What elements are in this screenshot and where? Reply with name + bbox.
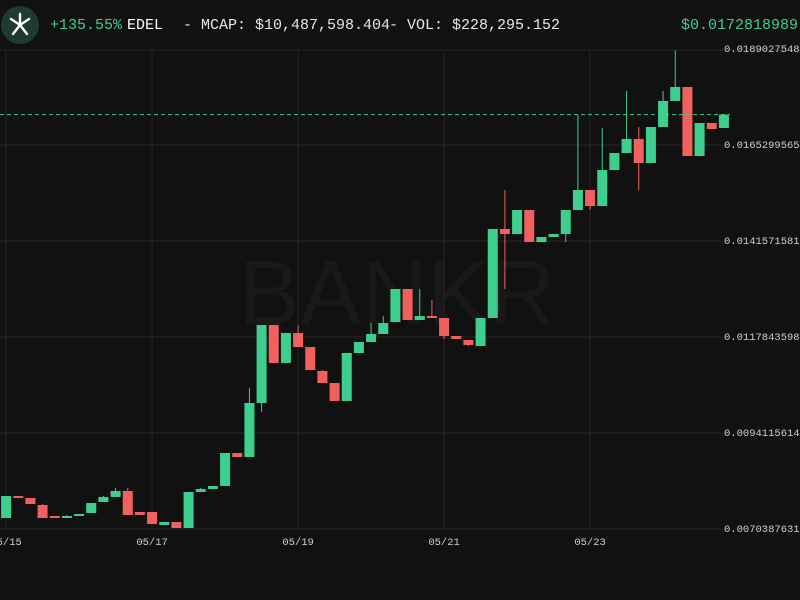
candle-body — [122, 490, 133, 515]
candle-body — [293, 333, 304, 348]
x-tick-label: 05/17 — [136, 537, 168, 549]
candle-body — [74, 513, 85, 517]
candle-body — [682, 86, 693, 157]
candle-body — [439, 317, 450, 337]
candle-body — [670, 86, 681, 101]
candle-body — [147, 511, 158, 525]
y-tick-label: 0.0165299565 — [724, 140, 800, 152]
candle-body — [159, 521, 170, 525]
candle-body — [706, 122, 717, 130]
candle-body — [25, 497, 36, 504]
header-bar — [0, 0, 800, 50]
candle-body — [244, 403, 255, 458]
candle-body — [512, 210, 523, 235]
candle-body — [451, 336, 462, 339]
candle-body — [317, 370, 328, 384]
candle-body — [134, 511, 145, 515]
candle-body — [232, 453, 243, 458]
y-tick-label: 0.0189027548 — [724, 44, 800, 56]
candle-body — [207, 485, 218, 490]
candle-body — [475, 317, 486, 346]
candle-body — [329, 383, 340, 401]
candle-body — [37, 504, 48, 518]
plot — [0, 48, 730, 529]
candle-body — [414, 316, 425, 320]
y-tick-label: 0.0094115614 — [724, 428, 800, 440]
market-cap: - MCAP: $10,487,598.404 — [183, 17, 390, 34]
candle-body — [98, 496, 109, 503]
candle-body — [390, 288, 401, 323]
candle-body — [572, 189, 583, 211]
candle-body — [49, 516, 60, 518]
current-price: $0.0172818989 — [681, 17, 798, 34]
candle-body — [378, 323, 389, 334]
candle-body — [499, 228, 510, 235]
candle-body — [183, 492, 194, 529]
candle-body — [633, 139, 644, 164]
candle-body — [171, 521, 182, 529]
candle-body — [658, 100, 669, 127]
candle-body — [220, 453, 231, 486]
candle-body — [86, 503, 97, 514]
candle-body — [61, 516, 72, 518]
candle-body — [280, 333, 291, 363]
candle-body — [645, 126, 656, 164]
candle-body — [268, 324, 279, 363]
candle-body — [353, 341, 364, 353]
candle-body — [560, 210, 571, 235]
candle-body — [110, 490, 121, 497]
price-change: +135.55% — [50, 17, 123, 34]
candle-body — [305, 347, 316, 370]
candle-body — [195, 489, 206, 493]
candle-body — [402, 288, 413, 320]
candle-body — [585, 189, 596, 207]
candle-body — [524, 210, 535, 243]
candle-body — [341, 352, 352, 401]
y-tick-label: 0.0117843598 — [724, 332, 800, 344]
candle-body — [548, 234, 559, 238]
candle-body — [694, 122, 705, 157]
candle-body — [609, 153, 620, 171]
x-tick-label: 05/15 — [0, 537, 22, 549]
candle-body — [366, 333, 377, 342]
candle-body — [1, 496, 12, 518]
logo[interactable] — [1, 6, 39, 44]
candle-body — [718, 114, 729, 129]
candle-body — [487, 228, 498, 318]
x-tick-label: 05/19 — [282, 537, 314, 549]
candle-body — [536, 237, 547, 243]
x-tick-label: 05/21 — [428, 537, 460, 549]
candle-body — [256, 324, 267, 404]
candle-body — [621, 139, 632, 154]
candle-body — [13, 496, 24, 498]
candle-body — [463, 340, 474, 345]
candle-body — [597, 170, 608, 207]
volume: - VOL: $228,295.152 — [389, 17, 560, 34]
y-tick-label: 0.0141571581 — [724, 236, 800, 248]
y-tick-label: 0.0070387631 — [724, 524, 800, 536]
candle-body — [426, 316, 437, 318]
x-tick-label: 05/23 — [574, 537, 606, 549]
token-symbol: EDEL — [127, 17, 163, 34]
logo-icon — [9, 12, 31, 36]
